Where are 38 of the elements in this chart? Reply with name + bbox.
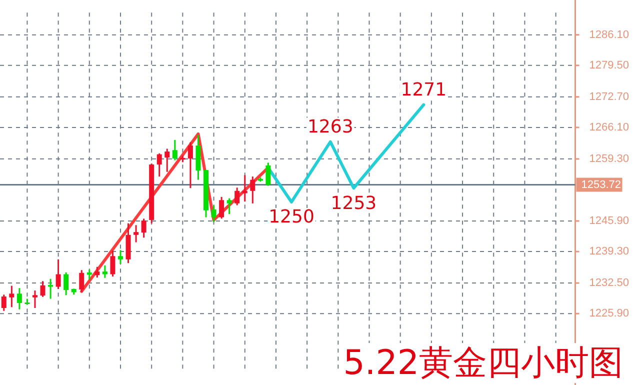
y-tick-label: 1259.30: [589, 152, 630, 165]
candlestick: [226, 198, 232, 215]
candlestick: [79, 269, 84, 293]
candlestick: [141, 218, 146, 238]
data-label: 1250: [268, 206, 314, 228]
data-label: 1253: [330, 192, 377, 214]
candlestick: [156, 152, 162, 178]
candlestick: [110, 250, 116, 278]
data-label: 1271: [400, 79, 447, 100]
y-tick-label: 1239.30: [589, 246, 630, 258]
candlestick: [164, 148, 170, 173]
candlestick: [9, 285, 14, 308]
y-tick-label: 1279.50: [589, 59, 630, 72]
y-tick-label: 1266.10: [589, 121, 630, 134]
ref-line-label: 1253.72: [581, 178, 622, 191]
candlestick: [219, 196, 224, 220]
candlestick: [40, 280, 46, 298]
y-tick-label: 1225.90: [589, 308, 630, 320]
candlestick: [266, 162, 271, 187]
candlestick: [94, 266, 100, 278]
candlestick: [250, 176, 256, 204]
candlestick: [64, 272, 69, 296]
candlestick: [134, 224, 139, 244]
y-tick-label: 1272.70: [589, 90, 630, 103]
y-tick-label: 1286.10: [589, 28, 630, 41]
candlestick: [118, 249, 123, 265]
data-label: 1263: [307, 116, 354, 138]
candlestick: [234, 186, 240, 206]
candlestick: [211, 204, 216, 223]
candlestick: [16, 287, 22, 310]
y-tick-label: 1232.50: [589, 277, 630, 290]
candlestick: [32, 290, 38, 309]
candlestick: [188, 142, 193, 189]
candlestick: [1, 294, 6, 312]
candlestick: [172, 139, 178, 162]
text: 5.22黄金四小时图: [343, 343, 623, 383]
y-tick-label: 1245.90: [589, 215, 630, 228]
candlestick: [56, 258, 61, 290]
